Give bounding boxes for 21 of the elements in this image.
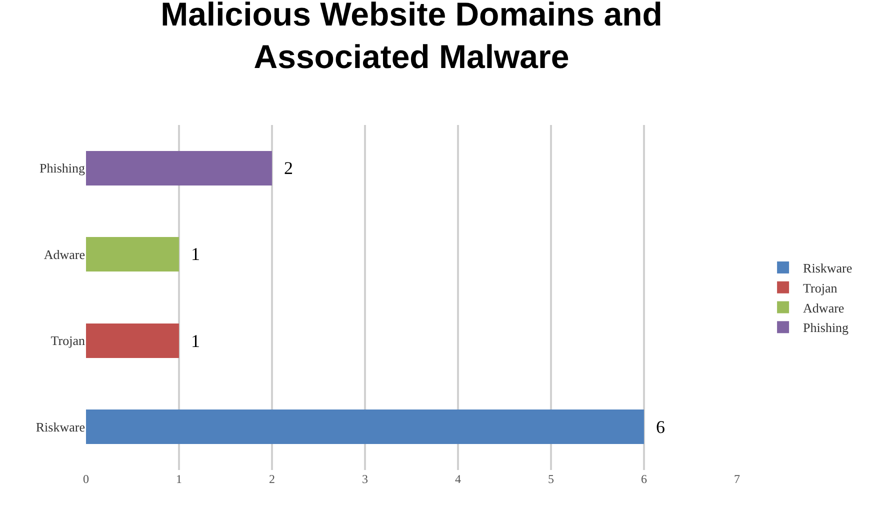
x-tick-label: 3: [362, 472, 368, 486]
chart-title: Malicious Website Domains and Associated Malware: [160, 0, 662, 76]
legend-label: Trojan: [803, 280, 838, 296]
legend-label: Riskware: [803, 260, 852, 276]
x-tick-label: 1: [176, 472, 182, 486]
x-tick-label: 0: [83, 472, 89, 486]
legend-label: Phishing: [803, 320, 850, 336]
x-tick-label: 5: [548, 472, 554, 486]
data-label: 2: [284, 158, 293, 178]
legend-label: Adware: [803, 300, 844, 316]
x-tick-label: 2: [269, 472, 275, 486]
data-label: 6: [656, 417, 665, 437]
x-tick-label: 7: [734, 472, 740, 486]
y-tick-label: Phishing: [39, 160, 86, 176]
data-label: 1: [191, 331, 200, 351]
data-label: 1: [191, 244, 200, 264]
y-tick-label: Adware: [44, 246, 86, 262]
y-tick-label: Riskware: [36, 419, 86, 434]
x-tick-label: 6: [641, 472, 647, 486]
x-tick-label: 4: [455, 472, 461, 486]
y-tick-label: Trojan: [50, 333, 86, 348]
